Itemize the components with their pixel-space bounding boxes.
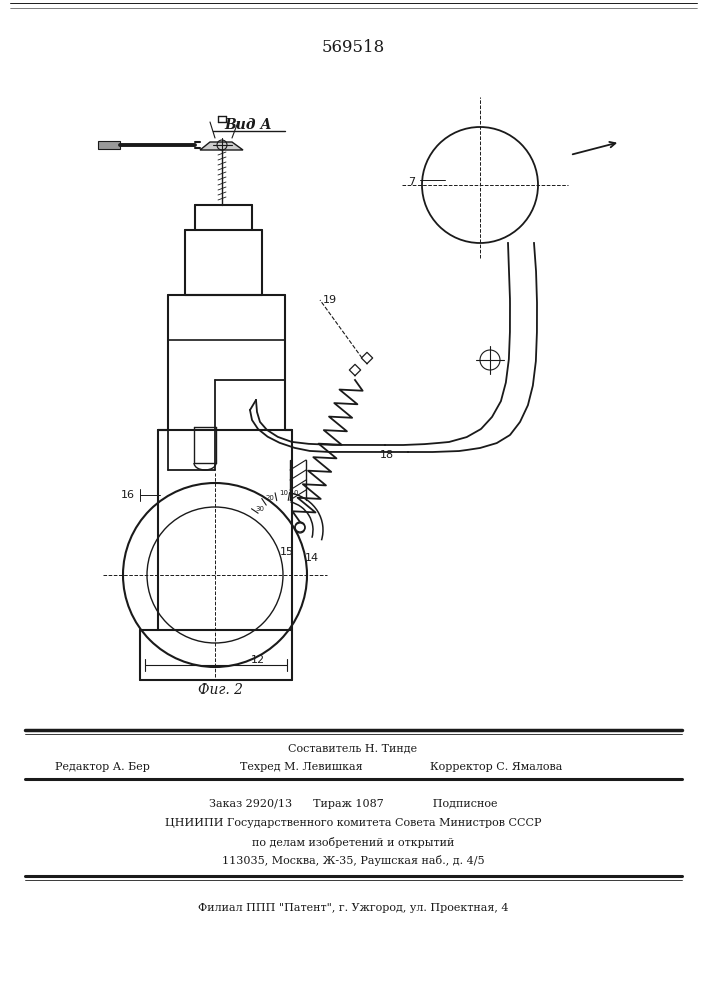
Text: ЦНИИПИ Государственного комитета Совета Министров СССР: ЦНИИПИ Государственного комитета Совета … (165, 818, 542, 828)
Text: 30: 30 (255, 506, 264, 512)
Text: 569518: 569518 (322, 39, 385, 56)
Text: 12: 12 (251, 655, 265, 665)
Text: по делам изобретений и открытий: по делам изобретений и открытий (252, 836, 454, 848)
Text: 113035, Москва, Ж-35, Раушская наб., д. 4/5: 113035, Москва, Ж-35, Раушская наб., д. … (222, 856, 484, 866)
Text: Филиал ППП "Патент", г. Ужгород, ул. Проектная, 4: Филиал ППП "Патент", г. Ужгород, ул. Про… (198, 903, 508, 913)
Text: Заказ 2920/13      Тираж 1087              Подписное: Заказ 2920/13 Тираж 1087 Подписное (209, 799, 497, 809)
Text: 18: 18 (380, 450, 394, 460)
Text: 20: 20 (266, 495, 274, 501)
Polygon shape (200, 142, 243, 150)
Text: 0: 0 (293, 490, 298, 496)
Text: Вид А: Вид А (224, 118, 271, 132)
Text: Фиг. 2: Фиг. 2 (197, 683, 243, 697)
Text: Составитель Н. Тинде: Составитель Н. Тинде (288, 743, 418, 753)
Bar (98, 141, 120, 149)
Text: Корректор С. Ямалова: Корректор С. Ямалова (430, 762, 562, 772)
Text: 14: 14 (305, 553, 319, 563)
Text: 15: 15 (280, 547, 294, 557)
Text: 10: 10 (279, 490, 288, 496)
Text: 7: 7 (409, 177, 416, 187)
Text: Редактор А. Бер: Редактор А. Бер (55, 762, 150, 772)
Text: Техред М. Левишкая: Техред М. Левишкая (240, 762, 363, 772)
Text: 19: 19 (323, 295, 337, 305)
Text: 16: 16 (121, 490, 135, 500)
